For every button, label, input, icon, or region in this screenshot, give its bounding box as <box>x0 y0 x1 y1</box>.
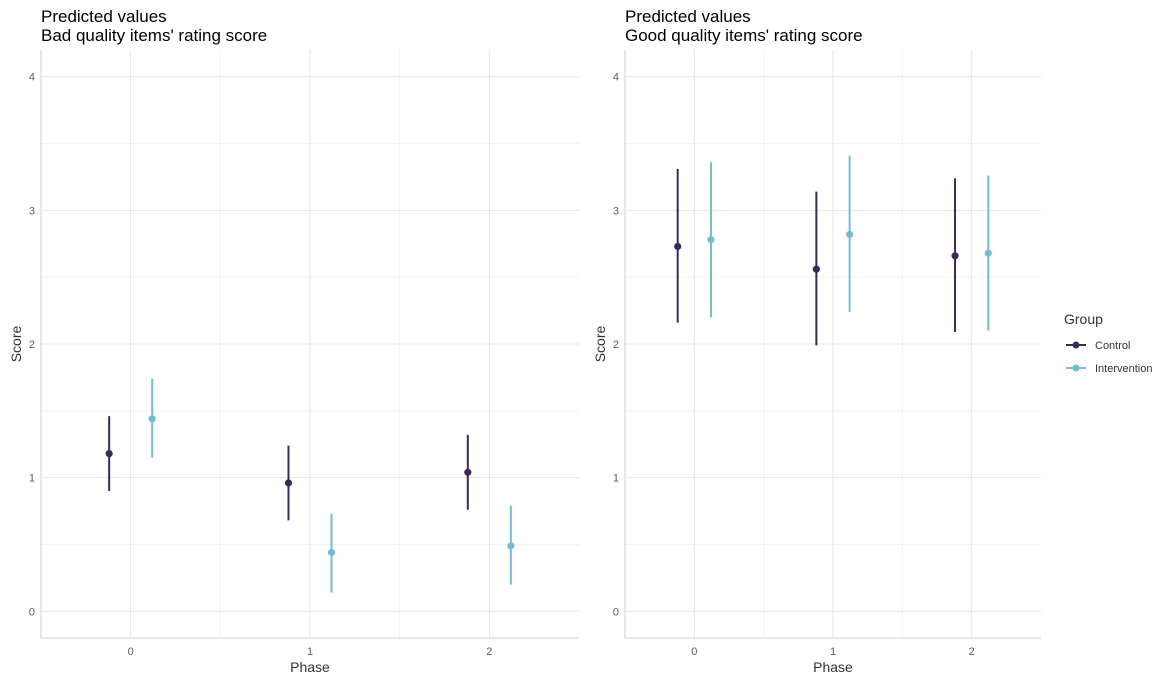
x-tick-label: 0 <box>128 646 134 658</box>
panel-subtitle: Good quality items' rating score <box>625 26 863 45</box>
x-axis-title: Phase <box>290 659 330 675</box>
point-intervention <box>707 236 715 244</box>
legend: Group Control Intervention <box>1064 311 1152 375</box>
x-tick-label: 1 <box>830 646 836 658</box>
x-tick-labels: 0 1 2 <box>691 646 974 658</box>
point-control <box>951 252 959 260</box>
y-tick-labels: 0 1 2 3 4 <box>613 72 619 619</box>
legend-item-control: Control <box>1066 340 1130 352</box>
point-control <box>284 479 293 487</box>
y-tick-label: 0 <box>613 606 619 618</box>
y-tick-label: 4 <box>29 72 35 84</box>
y-tick-label: 2 <box>29 339 35 351</box>
y-axis-title: Score <box>8 326 24 363</box>
point-control <box>464 468 472 476</box>
x-tick-label: 1 <box>307 646 313 658</box>
point-intervention <box>507 542 515 550</box>
y-tick-label: 0 <box>29 606 35 618</box>
x-tick-label: 0 <box>691 646 697 658</box>
x-tick-labels: 0 1 2 <box>128 646 493 658</box>
panel-good-quality: Predicted values Good quality items' rat… <box>592 7 1041 675</box>
panel-title: Predicted values <box>41 7 167 26</box>
legend-key-control-dot <box>1072 341 1080 349</box>
panel-title: Predicted values <box>625 7 751 26</box>
x-tick-label: 2 <box>486 646 492 658</box>
legend-key-intervention-dot <box>1072 364 1080 372</box>
y-tick-label: 1 <box>29 473 35 485</box>
legend-label-intervention: Intervention <box>1095 363 1152 375</box>
point-control <box>105 449 113 458</box>
legend-item-intervention: Intervention <box>1066 363 1152 375</box>
y-tick-label: 1 <box>613 473 619 485</box>
y-tick-labels: 0 1 2 3 4 <box>29 72 35 619</box>
y-tick-label: 3 <box>613 205 619 217</box>
x-tick-label: 2 <box>969 646 975 658</box>
y-tick-label: 4 <box>613 72 619 84</box>
data-marks <box>674 155 992 346</box>
point-intervention <box>327 548 336 557</box>
point-control <box>812 265 820 273</box>
data-marks <box>105 378 515 593</box>
point-intervention <box>846 230 854 239</box>
y-axis-title: Score <box>592 326 608 363</box>
grid-lines <box>624 50 1041 638</box>
point-intervention <box>148 415 156 423</box>
grid-lines <box>40 50 579 638</box>
point-control <box>674 242 682 251</box>
y-tick-label: 2 <box>613 339 619 351</box>
y-tick-label: 3 <box>29 205 35 217</box>
legend-title: Group <box>1064 311 1103 327</box>
panel-subtitle: Bad quality items' rating score <box>41 26 267 45</box>
legend-label-control: Control <box>1095 340 1130 352</box>
panel-bad-quality: Predicted values Bad quality items' rati… <box>8 7 579 675</box>
point-intervention <box>984 249 992 257</box>
x-axis-title: Phase <box>813 659 853 675</box>
